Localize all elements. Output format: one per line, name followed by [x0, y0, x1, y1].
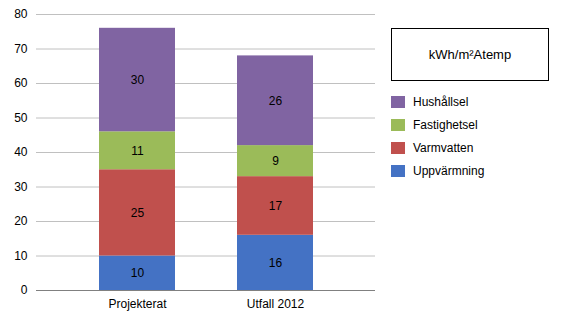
svg-text:60: 60: [14, 76, 28, 90]
svg-text:30: 30: [131, 73, 145, 87]
svg-text:Utfall 2012: Utfall 2012: [247, 297, 305, 311]
svg-text:50: 50: [14, 111, 28, 125]
svg-text:25: 25: [131, 206, 145, 220]
svg-text:26: 26: [269, 94, 283, 108]
svg-text:10: 10: [14, 249, 28, 263]
svg-text:17: 17: [269, 199, 283, 213]
html-text:kWh/m²Atemp: kWh/m²Atemp: [428, 47, 512, 62]
svg-text:0: 0: [21, 283, 28, 297]
svg-text:30: 30: [14, 180, 28, 194]
html-text:Hushållsel: Hushållsel: [413, 95, 469, 109]
svg-text:80: 80: [14, 7, 28, 21]
svg-text:11: 11: [131, 144, 144, 158]
html-text:Uppvärmning: Uppvärmning: [413, 164, 485, 178]
svg-text:20: 20: [14, 214, 28, 228]
svg-text:70: 70: [14, 42, 28, 56]
svg-text:Projekterat: Projekterat: [108, 297, 167, 311]
svg-text:40: 40: [14, 145, 28, 159]
svg-text:9: 9: [272, 154, 279, 168]
html-text:Fastighetsel: Fastighetsel: [413, 118, 478, 132]
svg-text:16: 16: [269, 256, 283, 270]
html-text:Varmvatten: Varmvatten: [413, 141, 474, 155]
svg-text:10: 10: [131, 266, 145, 280]
